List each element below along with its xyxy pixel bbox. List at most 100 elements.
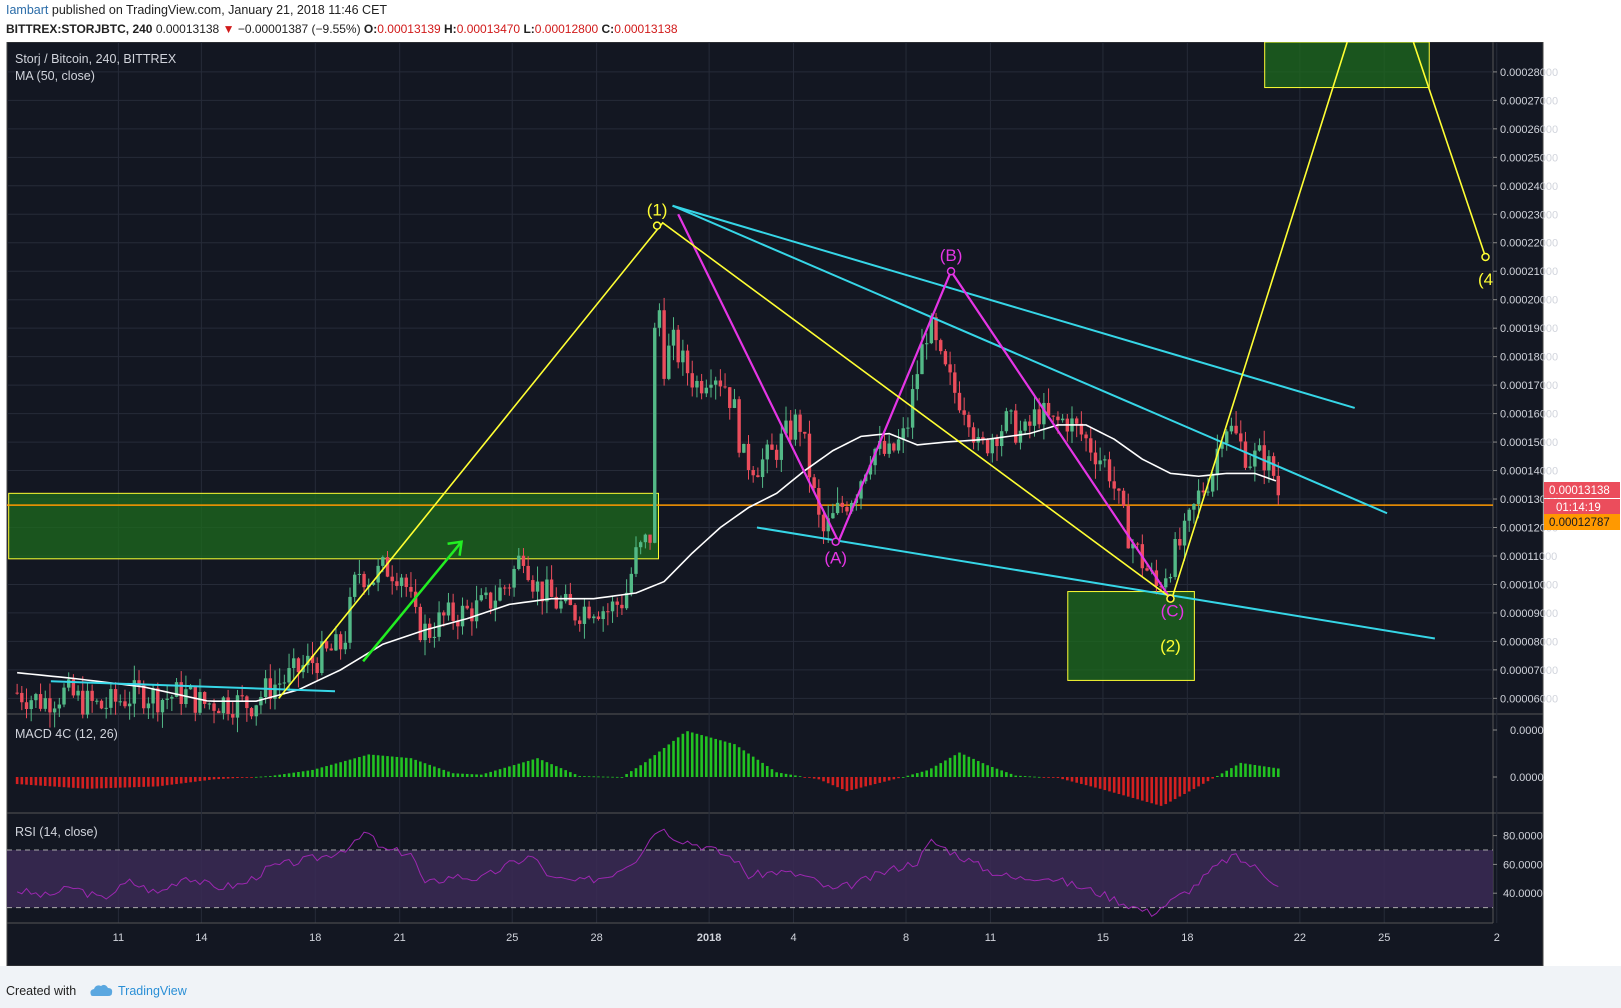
rsi-legend: RSI (14, close): [15, 825, 98, 839]
candle-body: [774, 449, 779, 460]
macd-bar: [423, 763, 427, 777]
macd-bar: [508, 766, 511, 777]
tradingview-link[interactable]: TradingView: [118, 984, 187, 998]
author-link[interactable]: Iambart: [6, 3, 49, 17]
candle-body: [559, 601, 563, 609]
macd-bar: [231, 777, 235, 779]
macd-bar: [245, 777, 249, 778]
macd-bar: [226, 777, 230, 779]
macd-bar: [1258, 765, 1261, 777]
candle-body: [1215, 448, 1220, 476]
macd-bar: [686, 731, 689, 777]
macd-bar: [442, 769, 446, 777]
macd-bar: [1122, 777, 1125, 796]
macd-bar: [812, 777, 816, 779]
macd-bar: [967, 756, 971, 777]
candle-body: [962, 410, 966, 415]
candle-body: [751, 469, 755, 476]
price-axis[interactable]: 0.00028000 0.00027000 0.00026000 0.00025000…: [1493, 67, 1558, 900]
macd-bar: [208, 777, 211, 780]
macd-bar: [470, 774, 474, 777]
macd-tick-label: 0.0000: [1510, 772, 1544, 784]
chart-canvas[interactable]: (1)(A)(B)(C)(2)(4 0.000280000.000270000.…: [0, 42, 1621, 966]
candle-body: [521, 555, 526, 566]
candle-body: [1178, 539, 1182, 546]
macd-bar: [540, 760, 544, 777]
candle-body: [263, 678, 268, 697]
macd-bar: [611, 776, 614, 778]
macd-bar: [822, 777, 825, 782]
candle-body: [470, 608, 474, 622]
candle-body: [812, 477, 816, 489]
candle-body: [798, 414, 802, 432]
macd-bar: [639, 765, 642, 777]
wave-1-label-marker: [652, 221, 662, 230]
time-axis[interactable]: 11 14 18 21 25 28 2018 4 8 11 15 18 22 25 2: [7, 922, 1500, 944]
macd-bar: [634, 768, 638, 777]
candle-body: [620, 604, 624, 609]
candle-body: [334, 634, 338, 651]
candle-body: [1079, 423, 1084, 435]
candle-body: [1131, 543, 1135, 549]
candle-body: [352, 574, 357, 597]
price-tick-label: 0.00009000: [1500, 608, 1558, 620]
candle-body: [38, 694, 43, 709]
macd-bar: [531, 759, 535, 777]
candle-body: [1089, 438, 1093, 453]
candle-body: [1014, 410, 1018, 443]
candle-body: [385, 557, 390, 577]
macd-bar: [137, 777, 141, 788]
macd-bar: [175, 777, 178, 785]
macd-bar: [559, 768, 563, 777]
macd-bar: [494, 770, 497, 777]
candle-body: [742, 443, 746, 453]
macd-bar: [648, 758, 652, 777]
candle-body: [198, 692, 202, 713]
candle-body: [803, 431, 807, 434]
candle-body: [193, 686, 197, 713]
macd-bar: [597, 776, 600, 778]
macd-bar: [118, 777, 122, 788]
price-tick-label: 0.00024000: [1500, 181, 1558, 193]
macd-bar: [672, 740, 675, 777]
candle-body: [545, 579, 549, 602]
time-tick-label: 22: [1294, 932, 1306, 944]
macd-bar: [161, 777, 164, 786]
candle-body: [638, 542, 643, 548]
macd-bar: [972, 758, 975, 777]
wave-b-label: (B): [940, 246, 963, 265]
macd-bar: [1159, 777, 1163, 806]
macd-bar: [479, 774, 483, 777]
candle-body: [1262, 445, 1266, 471]
macd-bar: [1211, 777, 1214, 779]
candle-body: [882, 440, 887, 454]
footer: Created with TradingView: [0, 966, 1621, 1008]
candle-body: [1248, 466, 1252, 468]
wave-4-label-marker: [1481, 252, 1490, 262]
price-tick-label: 0.00018000: [1500, 352, 1558, 364]
macd-bar: [1112, 777, 1116, 793]
candle-body: [549, 579, 554, 597]
legends: Storj / Bitcoin, 240, BITTREX MA (50, cl…: [15, 52, 177, 839]
candle-body: [212, 703, 216, 711]
macd-bar: [1230, 768, 1233, 777]
candle-body: [179, 682, 183, 705]
candle-body: [737, 399, 741, 453]
candle-body: [892, 443, 896, 451]
macd-bar: [1178, 777, 1182, 797]
candle-body: [1121, 490, 1126, 506]
macd-bar: [34, 777, 38, 786]
macd-bar: [386, 756, 389, 777]
candle-body: [127, 703, 132, 707]
candle-body: [432, 636, 437, 638]
candle-body: [245, 696, 249, 709]
macd-bar: [695, 733, 699, 777]
macd-bar: [1019, 775, 1022, 777]
macd-bar: [376, 755, 380, 777]
orange-line-tag: 0.00012787: [1549, 517, 1610, 529]
ma-line: [17, 424, 1277, 702]
price-tick-label: 0.00023000: [1500, 209, 1558, 221]
macd-bar: [770, 769, 774, 777]
green-arrow-shaft: [362, 540, 463, 663]
macd-bar: [1131, 777, 1135, 798]
